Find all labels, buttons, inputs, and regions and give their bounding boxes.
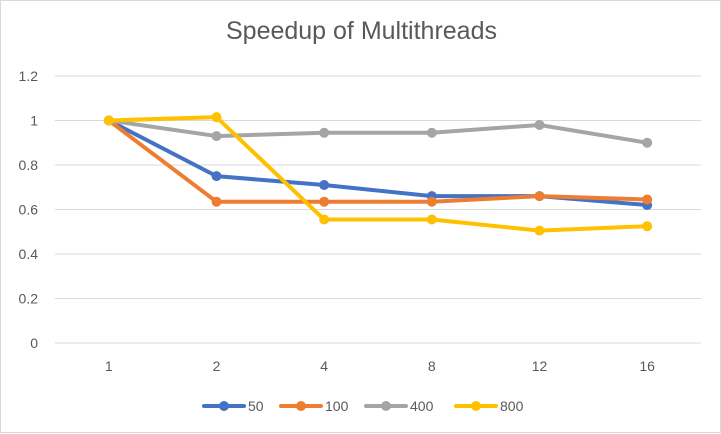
x-tick-label: 12	[532, 358, 548, 374]
y-axis-ticks: 0 0.2 0.4 0.6 0.8 1 1.2	[19, 68, 39, 351]
series-line	[106, 115, 650, 233]
data-point	[426, 127, 437, 138]
data-point	[211, 112, 222, 123]
y-tick-label: 0.4	[19, 246, 39, 262]
legend-item: 400	[364, 398, 434, 414]
data-point	[211, 196, 222, 207]
data-point	[534, 119, 545, 130]
x-tick-label: 8	[428, 358, 436, 374]
legend-label: 400	[410, 398, 434, 414]
legend-label: 100	[325, 398, 349, 414]
x-tick-label: 4	[320, 358, 328, 374]
data-point	[103, 115, 114, 126]
y-tick-label: 1	[30, 113, 38, 129]
data-point	[534, 225, 545, 236]
data-point	[319, 196, 330, 207]
y-tick-label: 0.8	[19, 157, 39, 173]
chart-title: Speedup of Multithreads	[225, 17, 497, 45]
data-point	[319, 127, 330, 138]
y-tick-label: 1.2	[19, 68, 39, 84]
legend-item: 50	[202, 398, 264, 414]
legend-label: 50	[248, 398, 264, 414]
gridlines	[55, 75, 701, 344]
data-point	[642, 137, 653, 148]
data-point	[642, 194, 653, 205]
data-point	[642, 221, 653, 232]
legend-swatch-marker	[296, 401, 306, 411]
data-point	[534, 191, 545, 202]
data-point	[319, 180, 330, 191]
legend-swatch-marker	[471, 401, 481, 411]
legend: 50 100 400 800	[202, 398, 524, 414]
y-tick-label: 0.6	[19, 202, 39, 218]
series-line	[106, 118, 650, 204]
legend-item: 100	[279, 398, 349, 414]
series-800	[103, 112, 653, 236]
y-tick-label: 0.2	[19, 291, 39, 307]
y-tick-label: 0	[30, 335, 38, 351]
legend-swatch-marker	[219, 401, 229, 411]
legend-label: 800	[500, 398, 524, 414]
data-point	[426, 214, 437, 225]
x-axis-ticks: 1 2 4 8 12 16	[105, 358, 655, 374]
series-line	[106, 118, 650, 145]
data-point	[211, 171, 222, 182]
data-point	[426, 196, 437, 207]
x-tick-label: 1	[105, 358, 113, 374]
series-lines	[103, 112, 653, 236]
legend-item: 800	[454, 398, 524, 414]
legend-swatch-marker	[381, 401, 391, 411]
data-point	[319, 214, 330, 225]
data-point	[211, 131, 222, 142]
x-tick-label: 16	[639, 358, 655, 374]
x-tick-label: 2	[213, 358, 221, 374]
